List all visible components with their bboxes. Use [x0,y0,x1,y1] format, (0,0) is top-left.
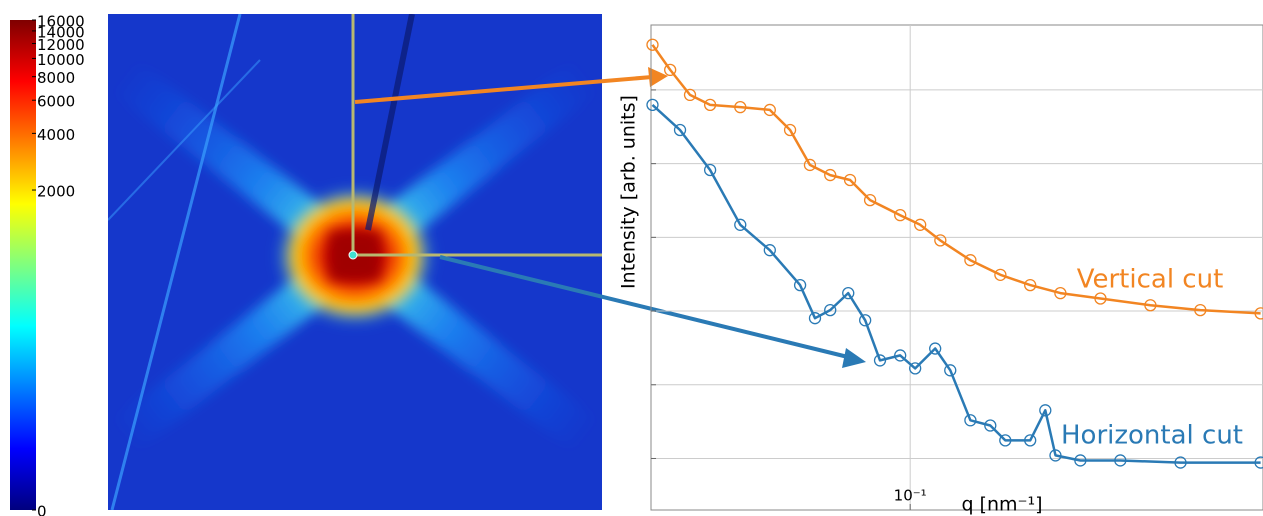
data-point [894,349,907,362]
data-point [863,193,877,207]
data-point [843,173,857,187]
data-point [1054,286,1067,300]
data-point [1049,449,1062,462]
colorbar [10,20,36,510]
data-point [1074,454,1087,467]
colorbar-tick-label: 0 [37,503,47,516]
colorbar-tick-label: 16000 [37,13,85,31]
detector-image [108,14,602,510]
data-point [1114,454,1127,467]
data-point [1254,307,1263,320]
data-point [873,354,887,367]
data-point [984,419,997,432]
data-point [914,218,927,231]
plot: q [nm⁻¹] Intensity [arb. units] 10⁻¹ Vert… [618,24,1263,516]
data-point [793,278,807,292]
data-point [859,314,872,327]
data-point [1039,404,1052,417]
data-point [1174,456,1187,469]
series-line [651,103,1261,464]
data-point [1024,278,1037,292]
colorbar-tick-label: 6000 [37,93,75,111]
data-point [703,163,717,177]
data-point [824,303,837,317]
arrows [354,67,866,368]
data-point [909,362,922,375]
data-point [803,158,817,172]
data-point [964,254,977,267]
data-point [734,100,747,114]
data-point [783,123,797,137]
data-point [646,98,659,112]
data-point [944,364,957,377]
data-point [1254,456,1263,469]
series-line [651,44,1261,315]
x-axis-label: q [nm⁻¹] [961,494,1042,516]
data-point [763,244,776,257]
colorbar-tick-label: 14000 [37,23,85,41]
series-name: Vertical cut [1077,265,1224,295]
data-point [1194,303,1207,317]
x-tick-label: 10⁻¹ [894,487,927,505]
plot-frame [650,24,1263,511]
data-point [703,98,717,112]
colorbar-tick-label: 8000 [37,69,75,87]
data-point [734,218,747,231]
data-point [1094,292,1107,305]
data-point [683,88,697,102]
colorbar-tick-label: 2000 [37,183,75,201]
colorbar-tick-label: 4000 [37,126,75,144]
data-point [894,209,907,222]
data-point [824,168,837,182]
y-axis-label: Intensity [arb. units] [618,95,640,289]
colorbar-tick-label: 10000 [37,51,85,69]
data-point [763,103,776,117]
data-point [646,38,659,51]
data-point [929,342,942,355]
data-point [934,234,947,247]
data-point [964,414,977,427]
data-point [999,434,1012,447]
data-point [1024,434,1037,447]
series-name: Horizontal cut [1061,421,1243,451]
data-point [994,268,1007,281]
data-point [808,312,822,325]
data-point [673,123,687,137]
colorbar-tick-label: 12000 [37,36,85,54]
data-point [664,63,677,77]
data-point [1144,299,1157,312]
data-point [842,286,855,300]
